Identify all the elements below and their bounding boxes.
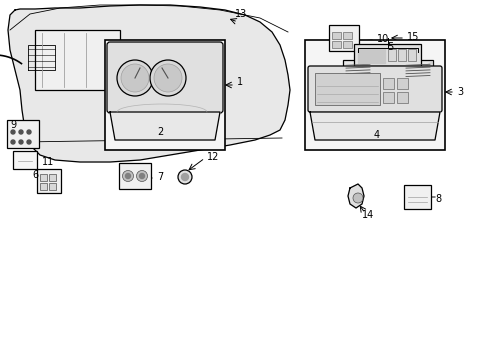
- Circle shape: [11, 130, 15, 134]
- Bar: [49, 174, 56, 181]
- FancyBboxPatch shape: [307, 66, 441, 112]
- Text: 13: 13: [235, 9, 247, 19]
- Text: 6: 6: [32, 170, 38, 180]
- Bar: [305, 40, 444, 150]
- Circle shape: [19, 130, 23, 134]
- Bar: [382, 92, 393, 103]
- Bar: [397, 49, 405, 61]
- Text: 1: 1: [237, 77, 243, 87]
- Circle shape: [352, 193, 362, 203]
- FancyBboxPatch shape: [402, 60, 432, 80]
- Text: 14: 14: [361, 210, 373, 220]
- Text: 10: 10: [376, 34, 388, 44]
- Text: 7: 7: [157, 172, 163, 182]
- Polygon shape: [309, 112, 439, 140]
- FancyBboxPatch shape: [342, 60, 372, 80]
- Circle shape: [125, 174, 130, 179]
- Bar: [396, 78, 407, 89]
- Bar: [382, 78, 393, 89]
- Bar: [407, 49, 415, 61]
- Circle shape: [178, 170, 192, 184]
- Bar: [105, 40, 224, 150]
- FancyBboxPatch shape: [328, 25, 358, 51]
- Circle shape: [195, 90, 204, 99]
- Polygon shape: [357, 48, 384, 63]
- Circle shape: [19, 140, 23, 144]
- Bar: [35, 30, 120, 90]
- Text: 3: 3: [456, 87, 462, 97]
- Bar: [40, 174, 47, 181]
- FancyBboxPatch shape: [13, 151, 37, 169]
- Bar: [40, 183, 47, 190]
- FancyBboxPatch shape: [7, 120, 39, 148]
- Circle shape: [121, 64, 149, 92]
- Bar: [49, 183, 56, 190]
- Circle shape: [139, 174, 144, 179]
- Bar: [314, 73, 379, 105]
- Circle shape: [136, 171, 147, 181]
- FancyBboxPatch shape: [353, 44, 420, 66]
- FancyBboxPatch shape: [37, 169, 61, 193]
- Polygon shape: [110, 112, 220, 140]
- Text: 9: 9: [10, 120, 16, 130]
- Text: 8: 8: [434, 194, 440, 204]
- Bar: [331, 32, 340, 39]
- Bar: [387, 49, 395, 61]
- Circle shape: [122, 171, 133, 181]
- Polygon shape: [343, 61, 371, 79]
- Circle shape: [154, 64, 182, 92]
- Text: 4: 4: [373, 130, 379, 140]
- Polygon shape: [347, 184, 363, 208]
- FancyBboxPatch shape: [403, 185, 430, 209]
- Circle shape: [27, 140, 31, 144]
- Circle shape: [181, 174, 188, 180]
- Bar: [342, 41, 351, 48]
- Circle shape: [27, 130, 31, 134]
- FancyBboxPatch shape: [119, 163, 151, 189]
- Text: 2: 2: [157, 127, 163, 137]
- Text: 12: 12: [206, 152, 219, 162]
- Bar: [342, 32, 351, 39]
- Circle shape: [11, 140, 15, 144]
- Polygon shape: [403, 61, 431, 79]
- Polygon shape: [8, 5, 289, 162]
- Circle shape: [117, 60, 153, 96]
- Bar: [396, 92, 407, 103]
- Circle shape: [150, 60, 185, 96]
- Text: 11: 11: [42, 157, 54, 167]
- Bar: [115, 50, 190, 105]
- Bar: [331, 41, 340, 48]
- FancyBboxPatch shape: [107, 42, 223, 113]
- Text: 15: 15: [406, 32, 419, 42]
- Text: 5: 5: [386, 42, 392, 52]
